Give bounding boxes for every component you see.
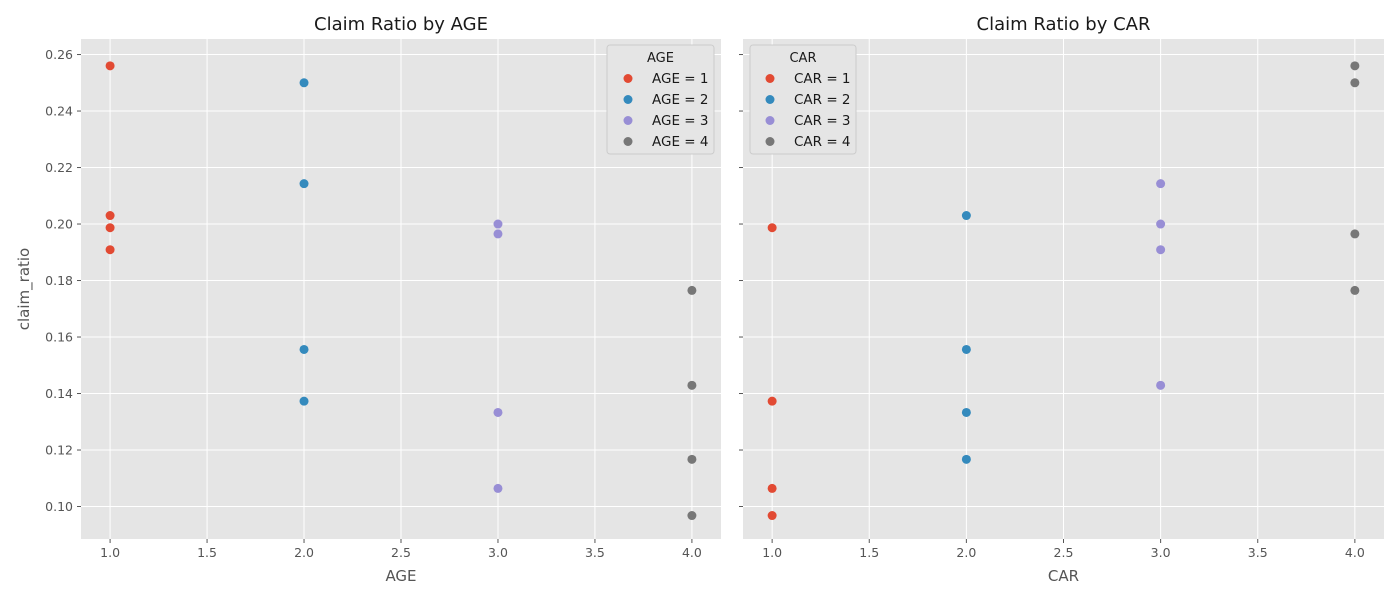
x-axis-label-car: CAR bbox=[1048, 567, 1079, 585]
chart-title-car: Claim Ratio by CAR bbox=[977, 14, 1151, 35]
legend-marker-age-4 bbox=[623, 137, 633, 146]
legend-label-age-2: AGE = 2 bbox=[652, 92, 708, 108]
legend-label-age-1: AGE = 1 bbox=[652, 71, 708, 87]
data-point-car-1 bbox=[767, 511, 777, 521]
x-axis-label-age: AGE bbox=[385, 567, 416, 585]
data-point-car-1 bbox=[767, 483, 777, 493]
legend-title-age: AGE bbox=[647, 51, 674, 66]
data-point-age-4 bbox=[687, 285, 697, 295]
ticks-car: 1.0 1.5 2.0 2.5 3.0 3.5 4.0 bbox=[739, 54, 1365, 560]
points-car bbox=[767, 61, 1360, 521]
legend-label-car-2: CAR = 2 bbox=[794, 92, 851, 108]
x-tick-label: 1.5 bbox=[859, 545, 879, 560]
data-point-age-1 bbox=[105, 223, 115, 233]
legend-marker-car-3 bbox=[765, 116, 775, 125]
chart-panel-car: 1.0 1.5 2.0 2.5 3.0 3.5 4.0 Claim Ratio by CAR… bbox=[739, 14, 1384, 585]
chart-panel-age: 1.0 1.5 2.0 2.5 3.0 3.5 4.0 0.10 0.12 0.14 0.16 0.1… bbox=[15, 14, 721, 585]
x-tick-label: 2.0 bbox=[294, 545, 314, 560]
legend-marker-age-2 bbox=[623, 95, 633, 104]
x-tick-label: 3.0 bbox=[488, 545, 508, 560]
legend-box-age bbox=[606, 44, 715, 155]
x-tick-label: 1.0 bbox=[100, 545, 120, 560]
data-point-age-2 bbox=[299, 344, 309, 354]
legend-label-car-1: CAR = 1 bbox=[794, 71, 851, 87]
x-tick-label: 2.5 bbox=[391, 545, 411, 560]
data-point-car-4 bbox=[1350, 285, 1360, 295]
data-point-age-1 bbox=[105, 245, 115, 255]
legend-label-age-4: AGE = 4 bbox=[652, 134, 708, 150]
data-point-age-2 bbox=[299, 78, 309, 88]
grid-car bbox=[743, 39, 1384, 539]
data-point-age-3 bbox=[493, 407, 503, 417]
chart-title-age: Claim Ratio by AGE bbox=[314, 14, 488, 35]
y-tick-label: 0.18 bbox=[45, 273, 73, 288]
legend-marker-car-1 bbox=[765, 74, 775, 83]
data-point-car-2 bbox=[961, 454, 971, 464]
legend-label-car-4: CAR = 4 bbox=[794, 134, 851, 150]
y-tick-label: 0.24 bbox=[45, 104, 73, 119]
legend-marker-car-2 bbox=[765, 95, 775, 104]
data-point-age-4 bbox=[687, 511, 697, 521]
legend-marker-age-1 bbox=[623, 74, 633, 83]
data-point-car-4 bbox=[1350, 78, 1360, 88]
x-tick-label: 1.0 bbox=[762, 545, 782, 560]
y-tick-label: 0.26 bbox=[45, 47, 73, 62]
data-point-age-2 bbox=[299, 396, 309, 406]
x-tick-label: 3.0 bbox=[1151, 545, 1171, 560]
y-tick-label: 0.10 bbox=[45, 499, 73, 514]
legend-marker-car-4 bbox=[765, 137, 775, 146]
data-point-car-2 bbox=[961, 407, 971, 417]
y-tick-label: 0.16 bbox=[45, 330, 73, 345]
y-tick-label: 0.12 bbox=[45, 443, 73, 458]
data-point-age-3 bbox=[493, 483, 503, 493]
data-point-car-4 bbox=[1350, 61, 1360, 71]
data-point-car-1 bbox=[767, 396, 777, 406]
legend-box-car bbox=[749, 44, 857, 155]
legend-marker-age-3 bbox=[623, 116, 633, 125]
data-point-age-2 bbox=[299, 179, 309, 189]
x-tick-label: 3.5 bbox=[1248, 545, 1268, 560]
data-point-car-2 bbox=[961, 211, 971, 221]
points-age bbox=[105, 61, 697, 521]
x-tick-label: 2.5 bbox=[1054, 545, 1074, 560]
data-point-car-3 bbox=[1156, 380, 1166, 390]
data-point-age-1 bbox=[105, 211, 115, 221]
ticks-age: 1.0 1.5 2.0 2.5 3.0 3.5 4.0 0.10 0.12 0.14 0.16 0.1… bbox=[45, 47, 702, 560]
data-point-car-1 bbox=[767, 223, 777, 233]
x-tick-label: 4.0 bbox=[1345, 545, 1365, 560]
y-axis-label: claim_ratio bbox=[15, 248, 34, 330]
legend-car: CAR CAR = 1 CAR = 2 CAR = 3 CAR = 4 bbox=[749, 44, 857, 155]
legend-label-car-3: CAR = 3 bbox=[794, 113, 851, 129]
x-tick-label: 1.5 bbox=[197, 545, 217, 560]
data-point-car-3 bbox=[1156, 219, 1166, 229]
data-point-age-1 bbox=[105, 61, 115, 71]
legend-title-car: CAR bbox=[789, 51, 816, 66]
x-tick-label: 4.0 bbox=[682, 545, 702, 560]
data-point-car-3 bbox=[1156, 179, 1166, 189]
data-point-car-3 bbox=[1156, 245, 1166, 255]
data-point-age-4 bbox=[687, 380, 697, 390]
y-tick-label: 0.20 bbox=[45, 217, 73, 232]
data-point-car-2 bbox=[961, 344, 971, 354]
y-tick-label: 0.14 bbox=[45, 386, 73, 401]
y-tick-label: 0.22 bbox=[45, 160, 73, 175]
data-point-age-4 bbox=[687, 454, 697, 464]
data-point-car-4 bbox=[1350, 229, 1360, 239]
legend-label-age-3: AGE = 3 bbox=[652, 113, 708, 129]
x-tick-label: 3.5 bbox=[585, 545, 605, 560]
data-point-age-3 bbox=[493, 219, 503, 229]
legend-age: AGE AGE = 1 AGE = 2 AGE = 3 AGE = 4 bbox=[606, 44, 715, 155]
x-tick-label: 2.0 bbox=[956, 545, 976, 560]
data-point-age-3 bbox=[493, 229, 503, 239]
